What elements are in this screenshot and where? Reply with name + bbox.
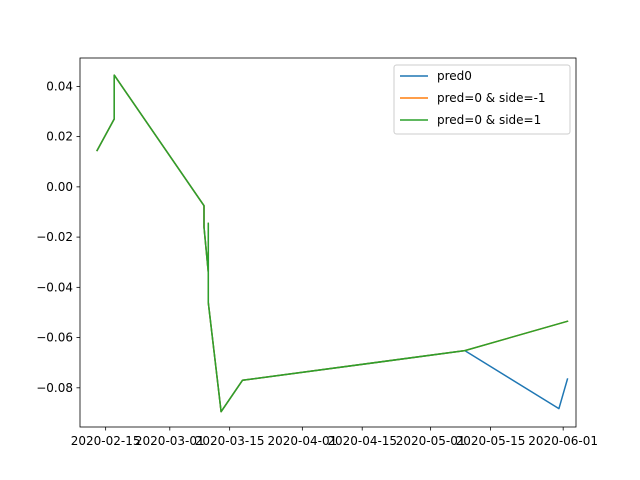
y-tick-label-3: −0.02 bbox=[36, 230, 73, 244]
legend-label-2: pred=0 & side=1 bbox=[437, 113, 541, 127]
y-tick-label-4: −0.04 bbox=[36, 280, 73, 294]
x-tick-label-4: 2020-04-15 bbox=[327, 434, 397, 448]
series-layer bbox=[96, 74, 569, 413]
legend-box bbox=[393, 64, 571, 135]
x-tick-label-7: 2020-06-01 bbox=[528, 434, 598, 448]
series-line-2 bbox=[96, 74, 569, 413]
legend: pred0 pred=0 & side=-1 pred=0 & side=1 bbox=[393, 64, 571, 135]
x-tick-label-5: 2020-05-01 bbox=[396, 434, 466, 448]
y-tick-label-5: −0.06 bbox=[36, 331, 73, 345]
legend-label-0: pred0 bbox=[437, 69, 472, 83]
y-tick-label-1: 0.02 bbox=[46, 130, 73, 144]
y-tick-label-0: 0.04 bbox=[46, 79, 73, 93]
y-axis: 0.04 0.02 0.00 −0.02 −0.04 −0.06 −0.08 bbox=[36, 79, 80, 395]
x-tick-label-2: 2020-03-15 bbox=[195, 434, 265, 448]
x-tick-label-0: 2020-02-15 bbox=[71, 434, 141, 448]
y-tick-label-6: −0.08 bbox=[36, 381, 73, 395]
x-tick-label-1: 2020-03-01 bbox=[135, 434, 205, 448]
x-tick-label-6: 2020-05-15 bbox=[456, 434, 526, 448]
axes-frame bbox=[79, 57, 577, 428]
y-tick-label-2: 0.00 bbox=[46, 180, 73, 194]
x-tick-label-3: 2020-04-01 bbox=[267, 434, 337, 448]
legend-label-1: pred=0 & side=-1 bbox=[437, 91, 546, 105]
